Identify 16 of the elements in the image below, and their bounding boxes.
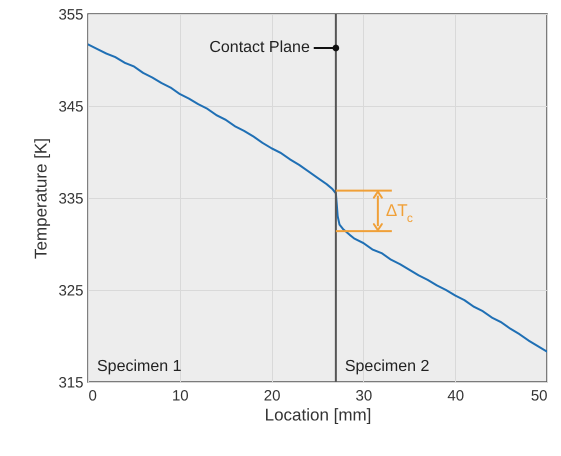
annotation: Specimen 1 (97, 358, 182, 375)
y-tick-label: 315 (58, 374, 84, 392)
x-tick-label: 50 (530, 388, 548, 404)
y-tick-label: 325 (58, 282, 84, 300)
annotation: Specimen 2 (344, 358, 430, 375)
x-tick-label: 40 (447, 388, 464, 404)
y-tick-label: 335 (58, 190, 84, 208)
x-tick-label: 20 (264, 388, 280, 404)
x-axis-title: Location [mm] (264, 406, 372, 424)
ref-line-label: Contact Plane (209, 39, 310, 56)
y-axis-title: Temperature [K] (31, 138, 50, 259)
x-tick-label: 30 (356, 388, 372, 404)
y-tick-label: 355 (58, 6, 84, 24)
x-tick-label: 0 (88, 388, 97, 404)
y-tick-label: 345 (58, 98, 84, 116)
x-tick-label: 10 (172, 388, 189, 404)
